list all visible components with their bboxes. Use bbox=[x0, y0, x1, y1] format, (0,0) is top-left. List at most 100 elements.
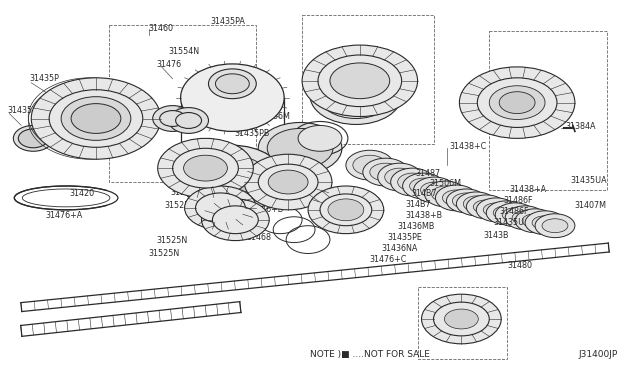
Ellipse shape bbox=[184, 186, 256, 230]
Text: 31525N: 31525N bbox=[148, 249, 180, 258]
Ellipse shape bbox=[180, 145, 284, 213]
Text: 31554N: 31554N bbox=[169, 46, 200, 55]
Ellipse shape bbox=[298, 125, 342, 151]
Text: 31420: 31420 bbox=[69, 189, 94, 198]
Ellipse shape bbox=[244, 154, 332, 210]
Ellipse shape bbox=[447, 189, 486, 213]
Ellipse shape bbox=[212, 206, 259, 234]
Ellipse shape bbox=[385, 168, 415, 186]
Text: 31407M: 31407M bbox=[575, 201, 607, 210]
Ellipse shape bbox=[363, 158, 408, 186]
Ellipse shape bbox=[460, 67, 575, 138]
Ellipse shape bbox=[410, 178, 438, 194]
Ellipse shape bbox=[433, 302, 489, 336]
Ellipse shape bbox=[444, 309, 478, 329]
Text: 31438+A: 31438+A bbox=[509, 186, 547, 195]
Text: 31435PD: 31435PD bbox=[322, 217, 358, 226]
Text: 31436MB: 31436MB bbox=[397, 222, 435, 231]
Ellipse shape bbox=[435, 185, 477, 211]
Text: 3143B: 3143B bbox=[483, 231, 509, 240]
Ellipse shape bbox=[49, 90, 143, 147]
Text: 31480: 31480 bbox=[507, 261, 532, 270]
Bar bbox=[489, 31, 607, 190]
Ellipse shape bbox=[308, 186, 384, 234]
Ellipse shape bbox=[196, 155, 269, 203]
Text: 31384A: 31384A bbox=[565, 122, 595, 131]
Ellipse shape bbox=[353, 155, 387, 175]
Text: 31525N: 31525N bbox=[344, 193, 375, 202]
Ellipse shape bbox=[346, 150, 394, 180]
Ellipse shape bbox=[19, 129, 48, 148]
Ellipse shape bbox=[169, 108, 209, 134]
Text: 31486F: 31486F bbox=[503, 196, 532, 205]
Text: 31525N: 31525N bbox=[171, 189, 202, 198]
Ellipse shape bbox=[522, 214, 548, 228]
Ellipse shape bbox=[330, 63, 390, 99]
Ellipse shape bbox=[422, 294, 501, 344]
Ellipse shape bbox=[477, 78, 557, 128]
Ellipse shape bbox=[328, 199, 364, 221]
Ellipse shape bbox=[184, 155, 227, 181]
Ellipse shape bbox=[512, 211, 538, 225]
Text: 31506M: 31506M bbox=[429, 179, 461, 187]
Ellipse shape bbox=[216, 74, 250, 94]
Ellipse shape bbox=[196, 193, 245, 223]
Bar bbox=[302, 15, 433, 144]
Ellipse shape bbox=[268, 128, 333, 168]
Ellipse shape bbox=[319, 73, 393, 119]
Ellipse shape bbox=[542, 219, 568, 232]
Text: 31525N: 31525N bbox=[164, 201, 196, 210]
Text: 31435P: 31435P bbox=[29, 74, 59, 83]
Ellipse shape bbox=[424, 181, 467, 207]
Text: 31525N: 31525N bbox=[157, 236, 188, 245]
Ellipse shape bbox=[535, 214, 575, 238]
Ellipse shape bbox=[505, 206, 545, 230]
Text: 31435UA: 31435UA bbox=[571, 176, 607, 185]
Ellipse shape bbox=[157, 138, 253, 198]
Bar bbox=[417, 287, 507, 359]
Ellipse shape bbox=[474, 200, 499, 214]
Ellipse shape bbox=[71, 104, 121, 134]
Text: 31473: 31473 bbox=[243, 217, 268, 226]
Text: 31435PB: 31435PB bbox=[234, 129, 269, 138]
Text: 31436M: 31436M bbox=[259, 112, 290, 121]
Text: 31550N: 31550N bbox=[338, 205, 369, 214]
Ellipse shape bbox=[318, 55, 402, 107]
Ellipse shape bbox=[268, 170, 308, 194]
Text: 31476+B: 31476+B bbox=[246, 205, 284, 214]
Ellipse shape bbox=[173, 148, 238, 188]
Ellipse shape bbox=[493, 206, 519, 220]
Bar bbox=[109, 25, 256, 182]
Text: 31435PC: 31435PC bbox=[362, 58, 397, 67]
Text: 31435U: 31435U bbox=[493, 218, 524, 227]
Text: 314B7: 314B7 bbox=[406, 201, 431, 209]
Ellipse shape bbox=[202, 199, 269, 241]
Text: 31476+C: 31476+C bbox=[370, 255, 407, 264]
Ellipse shape bbox=[160, 110, 186, 126]
Ellipse shape bbox=[31, 78, 161, 159]
Ellipse shape bbox=[486, 201, 526, 225]
Ellipse shape bbox=[420, 182, 449, 198]
Ellipse shape bbox=[483, 203, 509, 217]
Text: 31468: 31468 bbox=[246, 233, 271, 242]
Text: 3I4B6M: 3I4B6M bbox=[433, 312, 463, 321]
Text: 31438+C: 31438+C bbox=[449, 142, 486, 151]
Ellipse shape bbox=[310, 67, 402, 125]
Text: J31400JP: J31400JP bbox=[579, 350, 618, 359]
Text: 31487: 31487 bbox=[415, 169, 441, 177]
Ellipse shape bbox=[370, 163, 402, 181]
Ellipse shape bbox=[397, 173, 428, 191]
Text: NOTE )■ ....NOT FOR SALE: NOTE )■ ....NOT FOR SALE bbox=[310, 350, 430, 359]
Ellipse shape bbox=[525, 211, 565, 235]
Ellipse shape bbox=[502, 208, 528, 222]
Text: 31435PA: 31435PA bbox=[211, 17, 245, 26]
Ellipse shape bbox=[259, 164, 318, 200]
Ellipse shape bbox=[153, 106, 193, 131]
Text: 31440: 31440 bbox=[340, 76, 365, 85]
Ellipse shape bbox=[476, 198, 516, 222]
Ellipse shape bbox=[495, 203, 535, 227]
Ellipse shape bbox=[175, 113, 202, 128]
Ellipse shape bbox=[403, 173, 444, 199]
Ellipse shape bbox=[390, 168, 435, 196]
Text: 31476: 31476 bbox=[157, 60, 182, 70]
